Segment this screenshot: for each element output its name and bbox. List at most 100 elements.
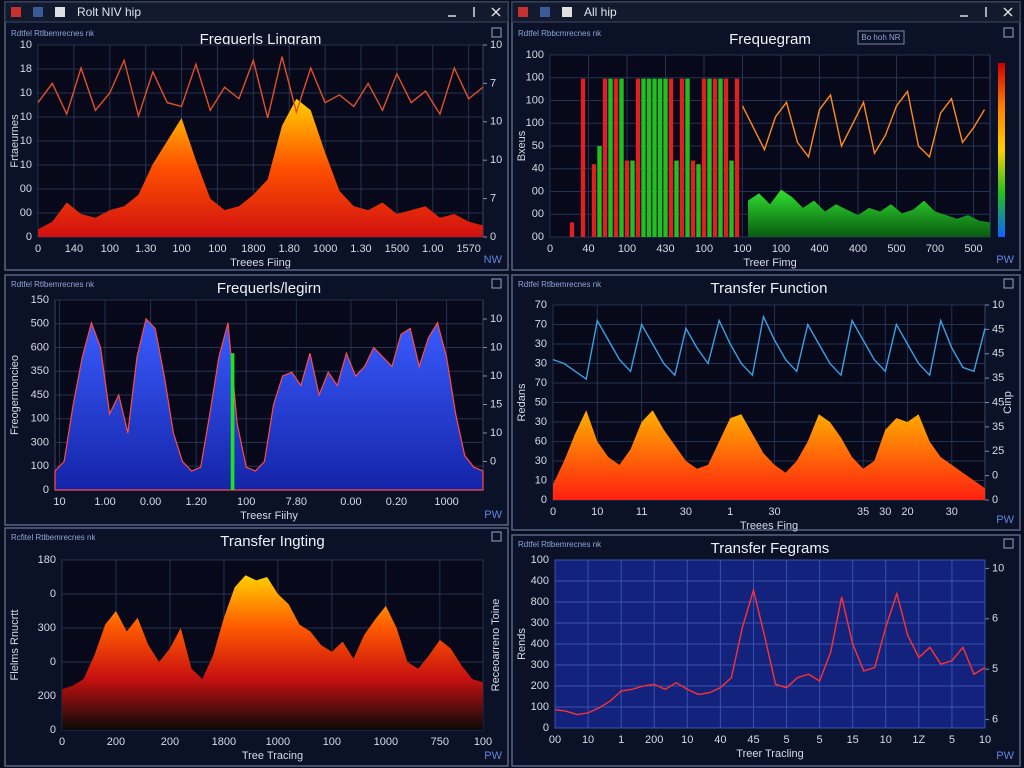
y2-tick-label: 6 [992,613,998,625]
y2-tick-label: 45 [992,396,1004,408]
badge-box [857,30,905,45]
y-tick-label: 00 [20,183,32,195]
bar [591,164,597,237]
x-tick-label: 5 [783,734,789,746]
panel-menu-icon[interactable] [491,531,502,542]
panel-menu-icon[interactable] [1003,538,1014,549]
x-tick-label: 15 [847,734,859,746]
area [62,575,483,730]
x-axis-label: Treees Fiing [230,257,291,269]
toolbar-icon[interactable] [562,7,572,17]
x-tick-label: 5 [949,734,955,746]
toolbar-icon[interactable] [33,7,43,17]
y2-tick-label: 0 [490,231,496,243]
y-tick-label: 0 [26,231,32,243]
panel-subtitle: Rdtfel Rtlbemrecnes nk [11,29,95,38]
x-tick-label: 100 [101,243,119,255]
x-tick-label: 100 [474,736,492,748]
x-tick-label: 100 [733,243,751,255]
chart-title: Transfer Fegrams [711,540,830,557]
y-tick-label: 100 [526,94,544,106]
app-icon[interactable] [518,7,528,17]
x-tick-label: 11 [636,506,647,518]
x-tick-label: 1000 [266,736,290,748]
bar [646,78,652,237]
close-button[interactable] [491,7,501,17]
x-tick-label: 400 [810,243,828,255]
y-tick-label: 70 [535,318,547,330]
y-tick-label: 150 [31,294,49,306]
bar [729,160,734,237]
toolbar-icon[interactable] [540,7,550,17]
bar [613,78,619,237]
bar [608,78,613,237]
panel-menu-icon[interactable] [1003,27,1014,38]
x-axis-label: Treees Fing [740,520,798,532]
bar [641,78,646,237]
x-tick-label: 30 [879,506,891,518]
corner-label: PW [996,254,1014,266]
panel-menu-icon[interactable] [1003,278,1014,289]
y-tick-label: 400 [531,638,549,650]
y2-tick-label: 0 [992,494,998,506]
line [554,587,986,716]
window-title: All hip [584,5,617,19]
y-tick-label: 0 [43,484,49,496]
y-tick-label: 50 [535,396,547,408]
panel-subtitle: Rdtfel Rtlbemrecnes nk [518,280,602,289]
y2-tick-label: 10 [992,562,1004,574]
y-tick-label: 100 [31,413,49,425]
y-tick-label: 100 [526,49,544,61]
y2-tick-label: 0 [490,455,496,467]
bar [701,78,707,237]
y-axis-label: Bxeus [516,130,528,161]
bar [685,78,690,237]
panel-subtitle: Rdtfel Rtlbemrecnes nk [518,540,602,549]
bar [569,222,575,237]
x-tick-label: 10 [591,506,603,518]
x-tick-label: 45 [747,734,759,746]
x-tick-label: 200 [645,734,663,746]
y-tick-label: 450 [31,389,49,401]
x-tick-label: 10 [53,496,65,508]
y-axis-label: Rends [516,628,528,660]
y-tick-label: 30 [535,338,547,350]
area [553,410,985,500]
y-tick-label: 100 [531,554,549,566]
y-tick-label: 200 [531,680,549,692]
x-tick-label: 500 [887,243,905,255]
line [741,89,986,159]
close-button[interactable] [1003,7,1013,17]
toolbar-icon[interactable] [55,7,65,17]
y-tick-label: 500 [31,318,49,330]
y-tick-label: 50 [532,140,544,152]
x-tick-label: 7.80 [286,496,307,508]
panel-menu-icon[interactable] [491,278,502,289]
y-tick-label: 10 [20,39,32,51]
x-tick-label: 1800 [212,736,236,748]
x-tick-label: 100 [323,736,341,748]
x-tick-label: 1000 [374,736,398,748]
x-tick-label: 40 [714,734,726,746]
bar [668,78,674,237]
x-tick-label: 30 [768,506,780,518]
panel-menu-icon[interactable] [491,27,502,38]
corner-label: PW [996,514,1014,526]
y2-axis-label: Cinp [1002,391,1014,414]
x-tick-label: 140 [65,243,83,255]
x-tick-label: 40 [582,243,594,255]
x-tick-label: 00 [549,734,561,746]
panel-subtitle: Rdtfel Rtlbemrecnes nk [11,280,95,289]
y-tick-label: 300 [31,436,49,448]
y2-tick-label: 10 [490,154,502,166]
y-tick-label: 100 [31,460,49,472]
y-tick-label: 00 [20,207,32,219]
bar [679,78,685,237]
y-tick-label: 30 [535,357,547,369]
app-icon[interactable] [11,7,21,17]
y-tick-label: 300 [531,617,549,629]
y-tick-label: 00 [532,231,544,243]
y-tick-label: 10 [20,159,32,171]
